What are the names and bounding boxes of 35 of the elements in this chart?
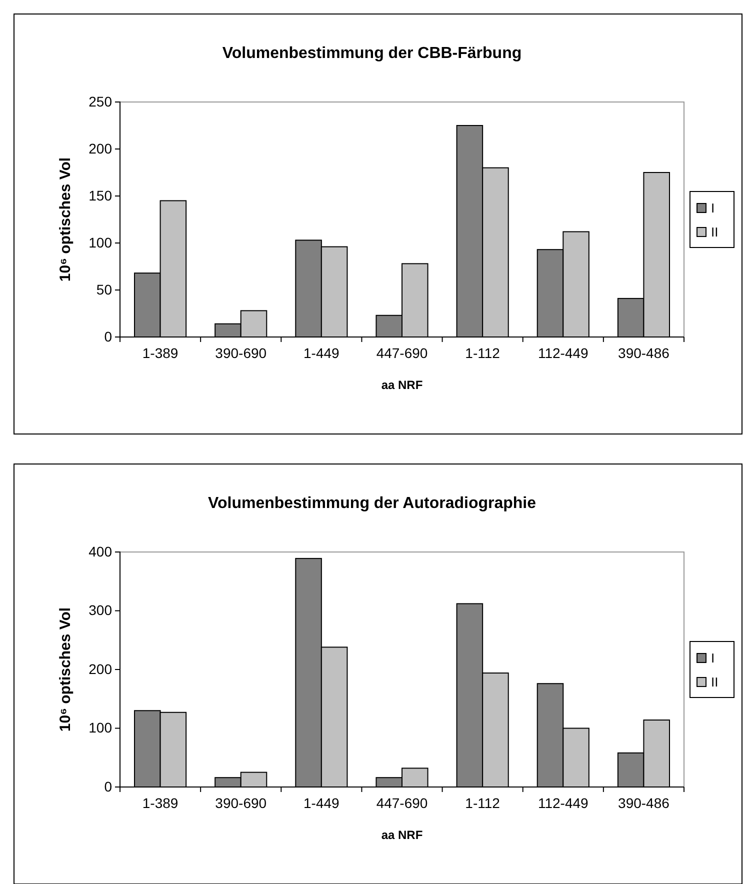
y-tick-label: 100	[88, 234, 112, 250]
legend-label: II	[711, 674, 718, 690]
legend-label: I	[711, 200, 715, 216]
x-tick-label: 1-449	[304, 795, 340, 812]
x-axis-title: aa NRF	[381, 378, 423, 392]
chart-title: Volumenbestimmung der CBB-Färbung	[222, 45, 522, 62]
x-tick-label: 1-112	[465, 345, 500, 362]
x-tick-label: 1-389	[142, 795, 178, 812]
x-tick-label: 1-449	[304, 345, 340, 362]
y-tick-label: 250	[88, 93, 112, 110]
x-tick-label: 1-389	[142, 345, 178, 362]
y-tick-label: 0	[104, 328, 112, 344]
x-tick-label: 390-486	[618, 795, 670, 812]
legend-label: II	[711, 224, 718, 240]
y-tick-label: 0	[104, 778, 112, 794]
x-axis-title: aa NRF	[381, 828, 423, 842]
y-tick-label: 200	[88, 660, 112, 677]
y-tick-label: 50	[96, 281, 112, 298]
y-tick-label: 400	[88, 543, 112, 560]
chart-title: Volumenbestimmung der Autoradiographie	[208, 495, 536, 512]
y-tick-label: 200	[88, 140, 112, 156]
x-tick-label: 390-486	[618, 345, 670, 362]
legend-label: I	[711, 650, 715, 666]
y-tick-label: 100	[88, 720, 112, 736]
y-axis-title: 10⁶ optisches Vol	[57, 607, 74, 732]
x-tick-label: 447-690	[376, 795, 428, 812]
x-tick-label: 112-449	[538, 795, 589, 812]
x-tick-label: 390-690	[215, 345, 267, 362]
y-tick-label: 300	[88, 602, 112, 618]
x-tick-label: 112-449	[538, 345, 589, 362]
x-tick-label: 447-690	[376, 345, 428, 362]
y-axis-title: 10⁶ optisches Vol	[57, 157, 74, 282]
x-tick-label: 1-112	[465, 795, 500, 812]
x-tick-label: 390-690	[215, 795, 267, 812]
y-tick-label: 150	[88, 187, 112, 204]
